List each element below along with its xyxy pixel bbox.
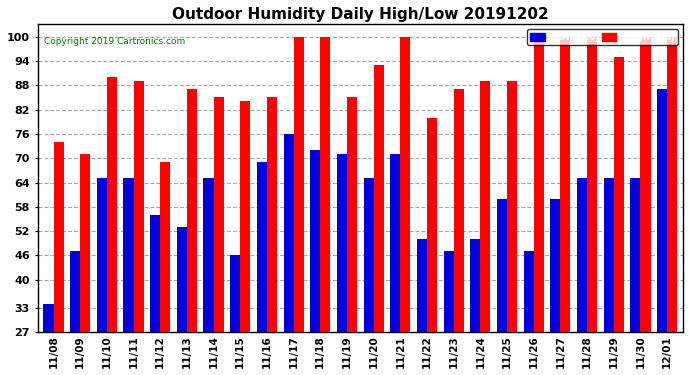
Bar xyxy=(587,37,597,332)
Legend: Low  (%), High  (%): Low (%), High (%) xyxy=(527,29,678,45)
Bar xyxy=(524,251,533,332)
Bar xyxy=(150,215,160,332)
Bar xyxy=(320,37,331,332)
Bar xyxy=(497,199,507,332)
Bar xyxy=(560,37,571,332)
Bar xyxy=(364,178,374,332)
Bar xyxy=(107,77,117,332)
Text: Copyright 2019 Cartronics.com: Copyright 2019 Cartronics.com xyxy=(44,37,186,46)
Bar xyxy=(214,98,224,332)
Bar xyxy=(80,154,90,332)
Bar xyxy=(177,227,187,332)
Bar xyxy=(390,154,400,332)
Bar xyxy=(240,102,250,332)
Title: Outdoor Humidity Daily High/Low 20191202: Outdoor Humidity Daily High/Low 20191202 xyxy=(172,7,549,22)
Bar xyxy=(284,134,294,332)
Bar xyxy=(160,162,170,332)
Bar xyxy=(294,37,304,332)
Bar xyxy=(337,154,347,332)
Bar xyxy=(533,37,544,332)
Bar xyxy=(124,178,134,332)
Bar xyxy=(400,37,411,332)
Bar xyxy=(577,178,587,332)
Bar xyxy=(453,89,464,332)
Bar xyxy=(427,118,437,332)
Bar xyxy=(444,251,453,332)
Bar xyxy=(257,162,267,332)
Bar xyxy=(604,178,613,332)
Bar xyxy=(43,304,54,332)
Bar xyxy=(230,255,240,332)
Bar xyxy=(374,65,384,332)
Bar xyxy=(613,57,624,332)
Bar xyxy=(657,89,667,332)
Bar xyxy=(640,37,651,332)
Bar xyxy=(134,81,144,332)
Bar xyxy=(667,37,677,332)
Bar xyxy=(550,199,560,332)
Bar xyxy=(480,81,491,332)
Bar xyxy=(204,178,214,332)
Bar xyxy=(507,81,517,332)
Bar xyxy=(630,178,640,332)
Bar xyxy=(347,98,357,332)
Bar xyxy=(470,239,480,332)
Bar xyxy=(70,251,80,332)
Bar xyxy=(54,142,63,332)
Bar xyxy=(417,239,427,332)
Bar xyxy=(187,89,197,332)
Bar xyxy=(97,178,107,332)
Bar xyxy=(310,150,320,332)
Bar xyxy=(267,98,277,332)
